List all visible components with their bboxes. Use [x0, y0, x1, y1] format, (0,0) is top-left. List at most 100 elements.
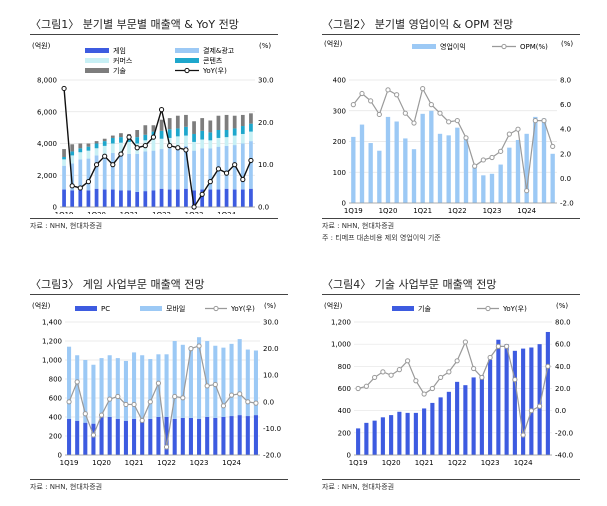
point-OPM(%) [376, 111, 382, 118]
bar-기술 [529, 347, 534, 455]
left-axis-unit: (억원) [324, 39, 343, 48]
panel-2: 〈그림2〉 분기별 영업이익 & OPM 전망 (억원) (%) 0 100 200 30… [322, 16, 592, 246]
bar-PC [140, 419, 145, 455]
point-YoY(우) [355, 385, 361, 392]
right-tick-label: -20.0 [263, 452, 281, 460]
legend-label: 모바일 [166, 304, 185, 313]
right-tick-label: 30.0 [258, 77, 274, 85]
point-YoY(우) [107, 396, 113, 402]
left-tick-label: 1,000 [331, 341, 351, 349]
point-OPM(%) [411, 120, 417, 126]
bar-콘텐츠 [167, 129, 172, 138]
left-axis-unit: (억원) [324, 301, 343, 310]
bar-영업이익 [507, 147, 512, 203]
bar-PC [188, 417, 193, 455]
legend-marker [485, 305, 491, 312]
bar-커머스 [175, 136, 180, 147]
point-OPM(%) [454, 117, 460, 124]
bar-PC [83, 422, 88, 455]
legend-label: 게임 [113, 46, 126, 55]
right-axis-unit: (%) [264, 302, 276, 310]
bar-PC [67, 418, 72, 455]
left-tick-label: 200 [49, 433, 62, 441]
bar-기술 [102, 138, 107, 142]
point-OPM(%) [541, 117, 547, 124]
bar-게임 [151, 190, 156, 207]
left-tick-label: 400 [333, 77, 346, 85]
bar-모바일 [107, 355, 112, 417]
bar-콘텐츠 [200, 130, 205, 140]
legend-marker [184, 67, 190, 74]
point-YoY(우) [372, 374, 378, 381]
point-YoY(우) [388, 372, 394, 378]
bar-영업이익 [359, 124, 365, 203]
x-tick-label: 1Q20 [87, 211, 106, 214]
left-tick-label: 1,000 [42, 357, 62, 365]
point-YoY(우) [183, 147, 189, 153]
line-OPM(%) [352, 86, 554, 191]
left-tick-label: 100 [333, 169, 346, 177]
bar-PC [205, 417, 210, 455]
panel-3-bottom-rule [30, 479, 288, 480]
bar-게임 [184, 188, 188, 207]
point-YoY(우) [471, 365, 477, 372]
legend-label: PC [101, 305, 110, 313]
bar-기술 [175, 115, 180, 129]
point-YoY(우) [131, 401, 137, 408]
bar-PC [156, 417, 161, 455]
bar-커머스 [127, 141, 131, 154]
point-YoY(우) [191, 204, 197, 210]
bar-게임 [135, 191, 140, 207]
bar-커머스 [232, 135, 237, 146]
left-tick-label: 0 [58, 452, 62, 460]
legend-marker [213, 305, 219, 312]
point-YoY(우) [248, 157, 254, 164]
bar-기술 [364, 422, 369, 455]
x-tick-label: 1Q23 [185, 211, 204, 214]
bar-영업이익 [429, 110, 434, 203]
left-tick-label: 800 [338, 363, 351, 371]
legend-label: YoY(우) [502, 305, 527, 313]
point-OPM(%) [532, 117, 538, 124]
point-YoY(우) [363, 383, 369, 389]
x-tick-label: 1Q21 [120, 211, 139, 214]
right-axis-unit: (%) [561, 40, 573, 48]
legend-label: 커머스 [113, 56, 133, 65]
left-tick-label: 1,200 [331, 319, 351, 327]
bar-PC [148, 418, 153, 455]
point-YoY(우) [380, 369, 386, 375]
chart-1: (억원) (%) 0 2,000 4,000 6,000 8,000 0.0 10.0 20.0 3… [32, 41, 274, 214]
bar-기술 [119, 133, 123, 138]
point-YoY(우) [220, 403, 227, 409]
point-OPM(%) [394, 92, 400, 98]
bar-결제&광고 [135, 153, 140, 192]
legend-swatch [175, 48, 199, 53]
right-tick-label: 10.0 [258, 161, 274, 169]
point-YoY(우) [74, 379, 80, 385]
x-tick-label: 1Q24 [514, 459, 533, 467]
point-YoY(우) [421, 391, 427, 397]
bar-콘텐츠 [143, 134, 148, 141]
point-YoY(우) [462, 339, 468, 345]
point-YoY(우) [163, 444, 170, 450]
legend-label: 콘텐츠 [203, 56, 223, 65]
legend-label: 영업이익 [440, 42, 466, 51]
bar-게임 [240, 189, 245, 207]
bar-PC [229, 416, 234, 455]
point-YoY(우) [396, 367, 402, 373]
x-tick-label: 1Q19 [55, 211, 74, 214]
bar-영업이익 [550, 153, 555, 203]
bar-모바일 [83, 360, 88, 423]
bar-모바일 [205, 341, 210, 417]
bar-결제&광고 [62, 165, 66, 190]
panel-3-title: 〈그림3〉 게임 사업부문 매출액 전망 [30, 278, 205, 291]
panel-4-title-rule [322, 294, 580, 295]
point-OPM(%) [524, 188, 530, 194]
point-YoY(우) [232, 162, 238, 168]
point-YoY(우) [228, 392, 235, 398]
bar-모바일 [253, 350, 258, 416]
bar-결제&광고 [167, 148, 172, 190]
point-OPM(%) [489, 154, 495, 161]
x-tick-label: 1Q22 [157, 459, 176, 467]
legend-label: 기술 [418, 304, 431, 313]
